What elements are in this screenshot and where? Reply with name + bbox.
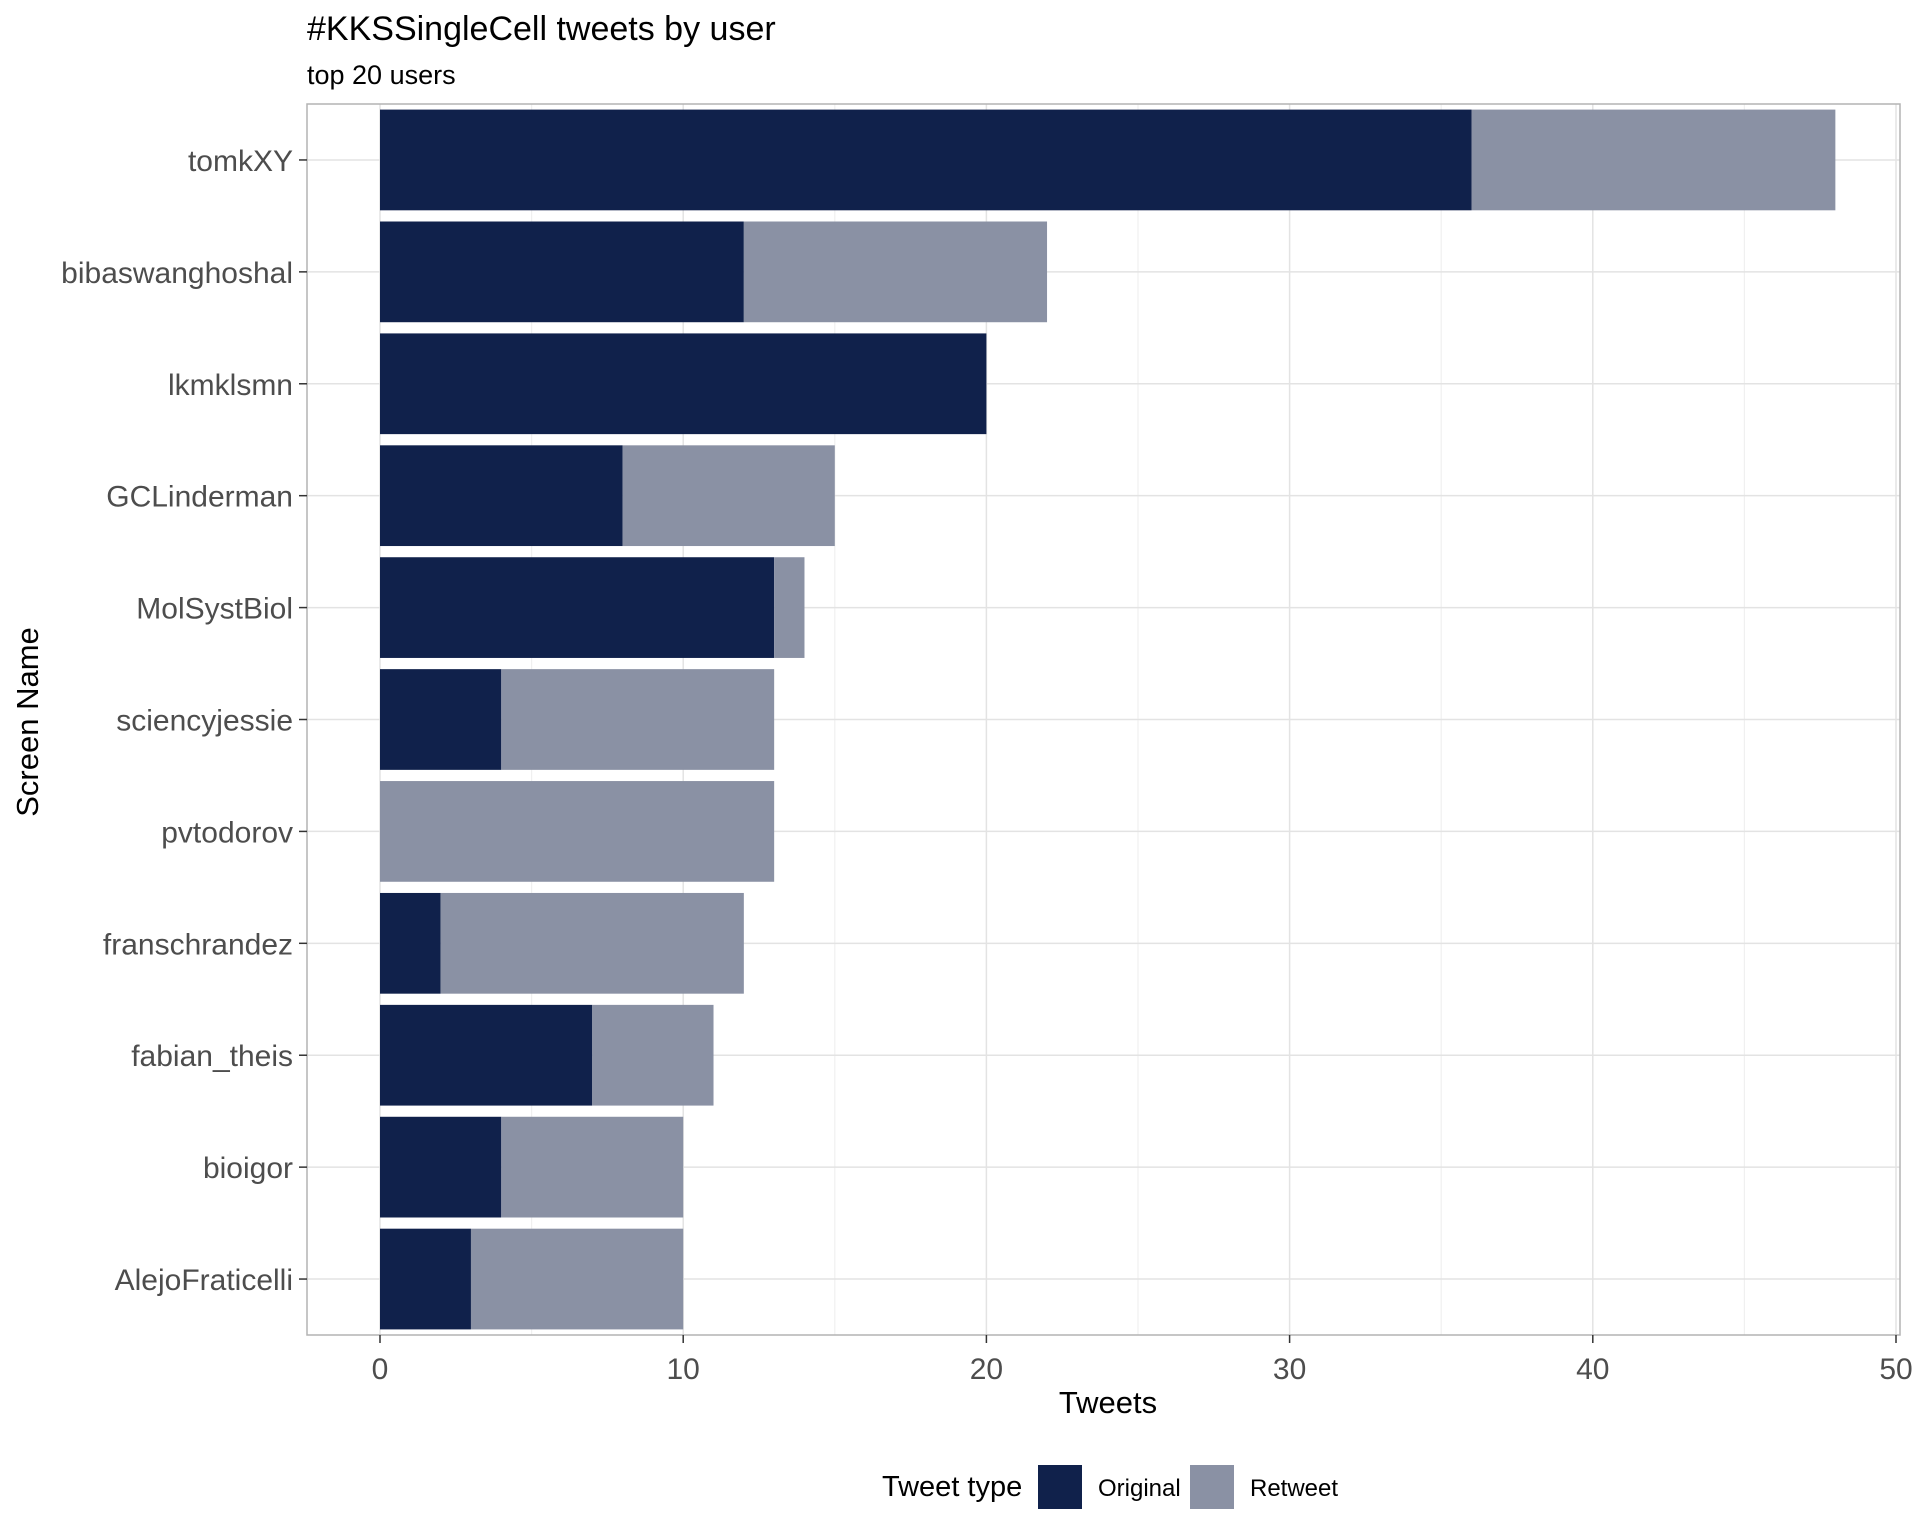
- y-tick-label: pvtodorov: [161, 816, 293, 849]
- y-tick-label: tomkXY: [188, 145, 293, 178]
- bar-original: [380, 333, 987, 435]
- bar-original: [380, 669, 502, 770]
- x-axis-title: Tweets: [1059, 1385, 1157, 1420]
- bar-original: [380, 1228, 471, 1330]
- legend-title: Tweet type: [882, 1471, 1022, 1503]
- chart-subtitle: top 20 users: [307, 60, 456, 90]
- legend: Tweet type Original Retweet: [882, 1465, 1338, 1509]
- bar-original: [380, 557, 775, 658]
- y-axis-ticks: tomkXY bibaswanghoshal lkmklsmn GCLinderman…: [61, 145, 307, 1297]
- y-tick-label: lkmklsmn: [168, 369, 293, 402]
- bar-retweet: [380, 781, 775, 882]
- bar-retweet: [440, 892, 744, 994]
- y-tick-label: sciencyjessie: [116, 705, 293, 738]
- x-tick-label: 30: [1273, 1353, 1306, 1386]
- bar-retweet: [470, 1228, 684, 1330]
- bar-retweet: [501, 669, 775, 770]
- x-axis-ticks: 0 10 20 30 40 50: [372, 1335, 1913, 1386]
- legend-label-retweet: Retweet: [1250, 1475, 1338, 1502]
- legend-key-retweet: [1190, 1465, 1234, 1509]
- x-tick-label: 40: [1576, 1353, 1609, 1386]
- y-tick-label: bioigor: [203, 1152, 293, 1185]
- y-tick-label: fabian_theis: [131, 1040, 293, 1073]
- legend-label-original: Original: [1098, 1475, 1181, 1502]
- bar-original: [380, 445, 623, 547]
- bar-original: [380, 892, 441, 994]
- x-tick-label: 0: [372, 1353, 389, 1386]
- bar-retweet: [1471, 109, 1836, 211]
- chart-title: #KKSSingleCell tweets by user: [307, 10, 776, 48]
- y-tick-label: franschrandez: [103, 928, 293, 961]
- bar-original: [380, 221, 744, 323]
- y-tick-label: MolSystBiol: [136, 593, 293, 626]
- bar-retweet: [592, 1004, 714, 1106]
- x-tick-label: 10: [667, 1353, 700, 1386]
- x-tick-label: 50: [1879, 1353, 1912, 1386]
- bar-retweet: [622, 445, 835, 547]
- bar-original: [380, 1004, 593, 1106]
- y-tick-label: bibaswanghoshal: [61, 257, 293, 290]
- bar-original: [380, 1116, 502, 1218]
- bar-original: [380, 109, 1472, 211]
- bar-retweet: [501, 1116, 684, 1218]
- legend-key-original: [1038, 1465, 1082, 1509]
- y-tick-label: GCLinderman: [106, 481, 293, 514]
- y-axis-title: Screen Name: [10, 627, 45, 817]
- x-tick-label: 20: [970, 1353, 1003, 1386]
- bars: [380, 109, 1836, 1330]
- bar-retweet: [743, 221, 1048, 323]
- bar-retweet: [774, 557, 805, 658]
- y-tick-label: AlejoFraticelli: [115, 1264, 293, 1297]
